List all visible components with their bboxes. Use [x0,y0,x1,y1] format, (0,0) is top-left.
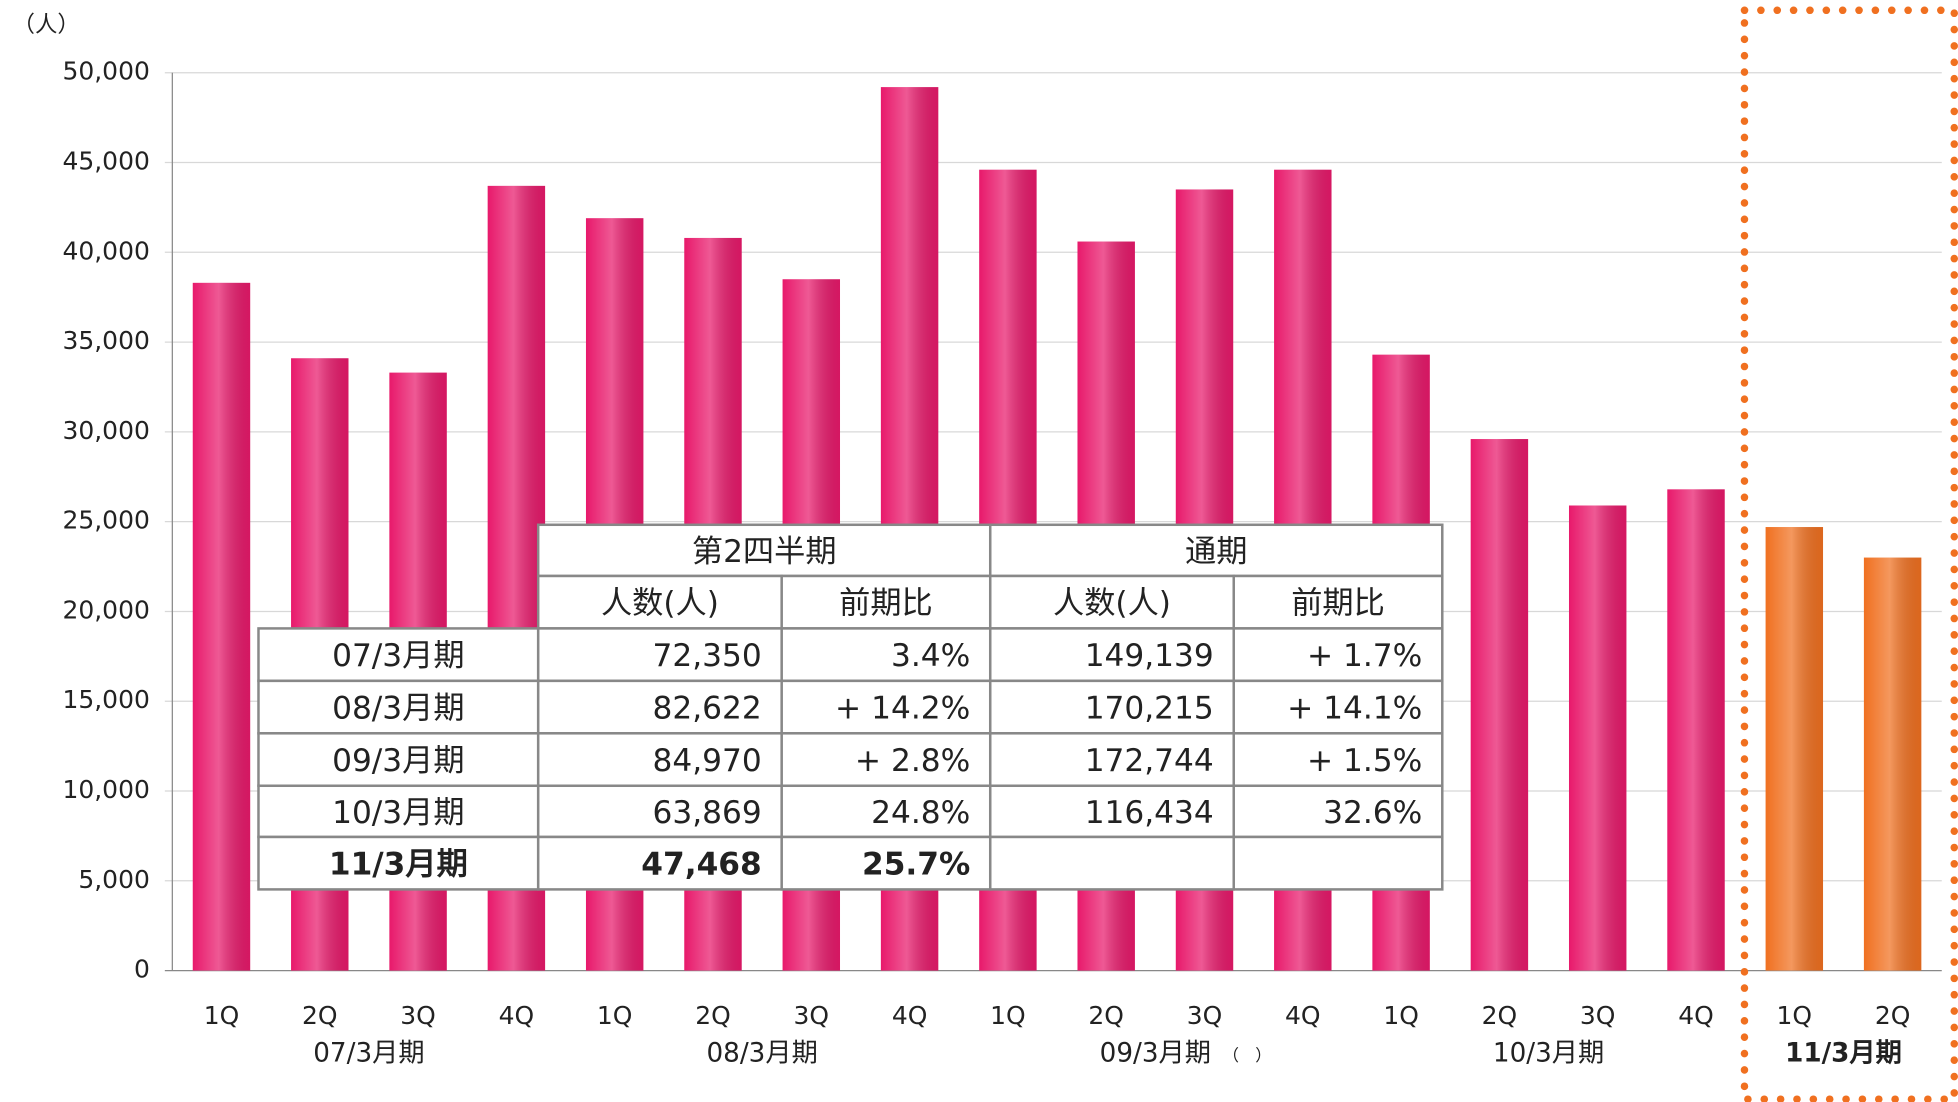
table-cell [1232,835,1444,891]
table-group-header: 通期 [1185,534,1247,570]
table-column-header: 前期比 [1291,586,1385,622]
table-column-header: 人数(人) [1053,586,1171,622]
table-value: 116,434 [1085,795,1214,831]
y-tick-label: 50,000 [62,57,149,86]
table-cell [257,835,540,891]
table-value: 25.7% [862,847,970,883]
table-cell [536,784,783,839]
x-tick-label: 3Q [1187,1001,1223,1030]
table-cell [1232,679,1444,735]
y-tick-label: 25,000 [62,506,149,535]
x-tick-label: 1Q [204,1001,240,1030]
bar-shine [1667,489,1725,971]
y-unit: （人） [12,12,79,38]
x-tick-label: 4Q [1678,1001,1714,1030]
table-cell [988,679,1235,735]
table-value: 72,350 [653,638,762,674]
table-cell [257,784,540,839]
table-cell [780,835,992,891]
table-value: 149,139 [1085,638,1214,674]
table-value: + 14.2% [835,691,970,727]
highlight-frame [1740,6,1958,1102]
table-cell [1232,732,1444,788]
y-tick-label: 0 [134,955,150,984]
table-cell [257,627,540,683]
table-cell [536,523,992,578]
y-tick-label: 45,000 [62,147,149,176]
x-tick-label: 1Q [597,1001,633,1030]
table-cell [536,732,783,788]
x-tick-label: 3Q [1580,1001,1616,1030]
table-row-label: 11/3月期 [329,847,468,883]
table-row-label: 10/3月期 [332,795,464,831]
annotation: （ ） [1223,1046,1272,1065]
bar-shine [1863,557,1922,971]
group-label: 08/3月期 [706,1039,817,1069]
table-value: 32.6% [1323,795,1422,831]
y-tick-label: 20,000 [62,595,149,624]
table-cell [988,784,1235,839]
x-tick-label: 2Q [1875,1001,1911,1030]
x-tick-label: 1Q [990,1001,1026,1030]
table-cell [988,523,1444,578]
bar-shine [1765,527,1824,971]
y-tick-label: 30,000 [62,416,149,445]
y-tick-label: 15,000 [62,685,149,714]
table-value: 172,744 [1085,743,1214,779]
x-tick-label: 2Q [1482,1001,1518,1030]
table-cell [536,835,783,891]
y-tick-label: 35,000 [62,326,149,355]
table-row-label: 08/3月期 [332,691,464,727]
table-cell [536,574,783,630]
x-tick-label: 3Q [400,1001,436,1030]
table-value: 47,468 [641,847,761,883]
table-value: + 2.8% [855,743,970,779]
x-tick-label: 4Q [499,1001,535,1030]
table-column-header: 人数(人) [601,586,719,622]
y-tick-label: 5,000 [78,865,149,894]
x-tick-label: 2Q [1088,1001,1124,1030]
group-label: 07/3月期 [313,1039,424,1069]
table-value: + 1.5% [1307,743,1422,779]
table-cell [1232,784,1444,839]
x-tick-label: 3Q [794,1001,830,1030]
y-tick-label: 10,000 [62,775,149,804]
y-tick-label: 40,000 [62,236,149,265]
table-value: 84,970 [653,743,762,779]
bar-shine [1568,505,1627,971]
table-value: 170,215 [1085,691,1214,727]
table-value: 24.8% [871,795,970,831]
x-tick-label: 4Q [1285,1001,1321,1030]
x-tick-label: 1Q [1383,1001,1419,1030]
table-value: 63,869 [653,795,762,831]
table-row-label: 09/3月期 [332,743,464,779]
bar-shine [192,282,251,971]
table-row-label: 07/3月期 [332,638,464,674]
table-cell [988,835,1235,891]
table-value: 3.4% [891,638,970,674]
table-column-header: 前期比 [839,586,933,622]
table-cell [988,732,1235,788]
x-tick-label: 1Q [1777,1001,1813,1030]
group-label: 09/3月期 [1100,1039,1211,1069]
x-tick-label: 2Q [695,1001,731,1030]
group-label: 11/3月期 [1785,1039,1902,1069]
table-cell [1232,627,1444,683]
bar-shine [1470,439,1529,971]
table-value: + 1.7% [1307,638,1422,674]
table-value: 82,622 [653,691,762,727]
x-tick-label: 4Q [892,1001,928,1030]
table-value: + 14.1% [1287,691,1422,727]
x-tick-label: 2Q [302,1001,338,1030]
table-group-header: 第2四半期 [692,534,837,570]
group-label: 10/3月期 [1493,1039,1604,1069]
